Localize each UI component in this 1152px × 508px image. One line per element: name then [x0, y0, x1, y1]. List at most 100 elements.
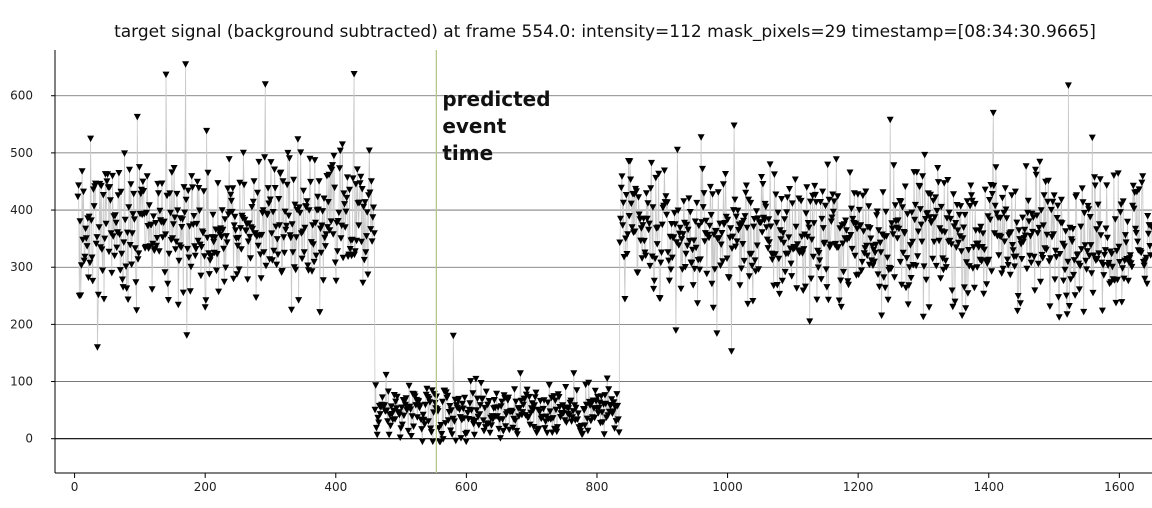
data-point — [785, 234, 793, 241]
data-point — [554, 424, 561, 431]
data-point — [485, 398, 493, 405]
data-point — [919, 313, 927, 321]
data-point — [280, 249, 288, 257]
data-point — [744, 300, 752, 308]
data-point — [268, 230, 276, 237]
data-point — [773, 219, 781, 227]
data-point — [355, 199, 363, 207]
data-point — [463, 429, 471, 437]
data-point — [870, 258, 878, 266]
data-point — [873, 208, 881, 215]
data-point — [134, 256, 142, 263]
data-point — [152, 220, 160, 227]
data-point — [768, 256, 776, 264]
data-point — [906, 264, 914, 271]
data-point — [591, 387, 599, 395]
data-point — [426, 399, 434, 406]
data-point — [1147, 252, 1152, 259]
data-point — [1076, 262, 1084, 270]
data-point — [81, 253, 89, 261]
data-point — [318, 222, 326, 229]
data-point — [855, 271, 863, 279]
data-point — [407, 406, 415, 413]
data-point — [552, 406, 560, 414]
data-point — [235, 266, 243, 273]
data-point — [580, 407, 588, 414]
data-point — [755, 266, 763, 273]
data-point — [123, 229, 131, 237]
data-point — [156, 207, 164, 215]
data-point — [733, 238, 741, 245]
data-point — [516, 370, 524, 377]
data-point — [311, 157, 319, 164]
data-point — [321, 234, 329, 242]
data-point — [922, 216, 929, 223]
data-point — [509, 424, 517, 432]
data-point — [1013, 219, 1021, 227]
data-point — [713, 330, 721, 337]
data-point — [1120, 275, 1128, 283]
data-point — [357, 173, 365, 181]
data-point — [319, 277, 327, 284]
data-point — [1070, 257, 1078, 264]
data-point — [448, 431, 456, 438]
data-point — [303, 198, 311, 205]
data-point — [289, 249, 297, 256]
data-point — [1035, 224, 1043, 232]
data-point — [934, 165, 942, 172]
data-point — [924, 210, 932, 217]
data-point — [387, 403, 395, 410]
data-point — [244, 276, 252, 283]
data-point — [182, 61, 190, 68]
data-point — [225, 156, 233, 163]
data-point — [174, 207, 182, 214]
data-point — [1108, 263, 1116, 271]
data-point — [800, 246, 808, 253]
data-point — [807, 275, 815, 283]
data-point — [983, 260, 991, 267]
data-point — [300, 249, 308, 256]
data-point — [1011, 263, 1019, 270]
data-point — [977, 223, 985, 231]
data-point — [475, 422, 483, 429]
data-point — [876, 239, 884, 247]
data-point — [1064, 258, 1072, 266]
data-point — [1080, 308, 1088, 316]
data-point — [526, 421, 534, 429]
data-point — [619, 222, 627, 229]
data-point — [901, 230, 909, 237]
data-point — [634, 269, 642, 277]
data-point — [358, 238, 365, 246]
data-point — [308, 268, 316, 275]
data-point — [1141, 275, 1149, 283]
data-point — [89, 277, 97, 285]
data-point — [724, 216, 732, 224]
data-point — [928, 218, 936, 225]
data-point — [645, 220, 653, 228]
data-point — [194, 237, 202, 245]
data-point — [671, 210, 678, 217]
data-point — [1014, 307, 1021, 315]
data-point — [650, 285, 658, 293]
data-point — [241, 216, 249, 224]
data-point — [585, 379, 593, 387]
data-point — [93, 234, 101, 241]
data-point — [804, 220, 812, 227]
data-point — [777, 236, 785, 243]
data-point — [168, 169, 176, 176]
data-point — [128, 230, 136, 237]
data-point — [952, 220, 960, 227]
data-point — [764, 245, 772, 252]
data-point — [740, 257, 748, 265]
data-point — [100, 296, 108, 303]
data-point — [1129, 182, 1137, 190]
data-point — [1050, 231, 1057, 238]
data-point — [245, 220, 253, 227]
data-point — [968, 192, 975, 199]
data-point — [363, 233, 370, 240]
data-point — [121, 150, 128, 157]
data-point — [855, 206, 863, 214]
data-point — [364, 271, 372, 278]
data-point — [816, 257, 824, 264]
data-point — [858, 267, 865, 274]
